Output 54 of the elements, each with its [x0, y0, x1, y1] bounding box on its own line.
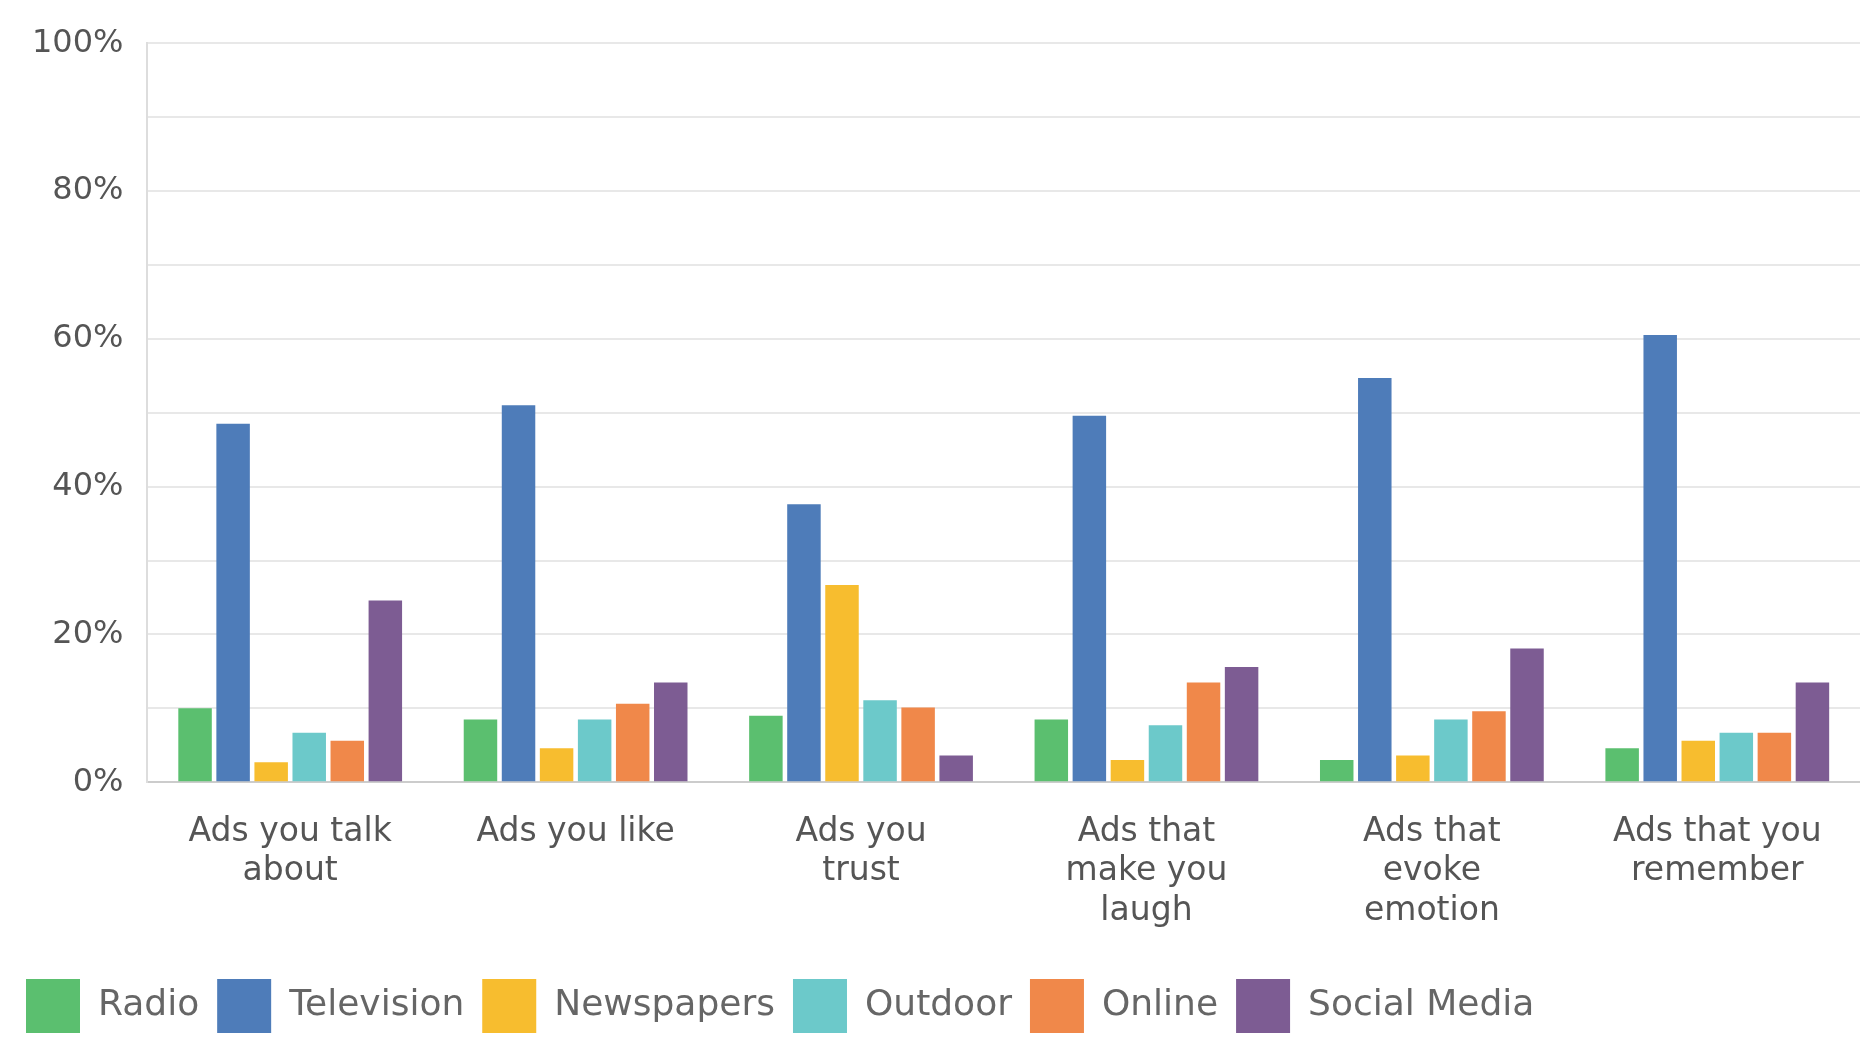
bar — [939, 755, 973, 782]
bar — [1358, 377, 1392, 782]
legend-label: Online — [1101, 982, 1219, 1024]
bar — [178, 708, 212, 782]
bar — [463, 719, 498, 782]
x-tick-label: Ads that make you laugh — [1065, 809, 1228, 928]
x-tick-label: Ads you trust — [795, 809, 927, 889]
y-tick-label: 0% — [72, 760, 124, 799]
bar — [1034, 719, 1069, 782]
bar — [1757, 732, 1792, 782]
bar — [863, 700, 897, 782]
legend-label: Television — [288, 982, 465, 1024]
legend-label: Outdoor — [864, 982, 1013, 1024]
bar — [749, 715, 783, 782]
y-tick-label: 20% — [52, 612, 124, 651]
bar — [216, 423, 250, 782]
bar — [1434, 719, 1468, 782]
y-tick-label: 60% — [52, 317, 124, 356]
bar — [654, 682, 688, 782]
bar — [1795, 682, 1830, 782]
bar — [1072, 415, 1107, 782]
bar — [1148, 725, 1183, 782]
bar — [1472, 711, 1506, 782]
bar — [787, 504, 821, 782]
legend-label: Newspapers — [554, 982, 775, 1024]
bar — [539, 748, 574, 782]
bar — [1605, 748, 1639, 782]
bar — [1643, 335, 1677, 782]
bar — [330, 740, 365, 782]
y-tick-label: 40% — [52, 464, 124, 503]
x-tick-label: Ads that evoke emotion — [1363, 809, 1501, 928]
x-tick-label: Ads that you remember — [1612, 809, 1822, 889]
bar — [1110, 760, 1145, 782]
bar — [825, 584, 859, 782]
bar — [1396, 755, 1430, 782]
bar — [1681, 740, 1716, 782]
y-tick-label: 100% — [32, 21, 124, 60]
legend-label: Social Media — [1308, 982, 1535, 1024]
x-tick-label: Ads you like — [476, 809, 675, 849]
bar — [1510, 648, 1544, 782]
x-tick-label: Ads you talk about — [188, 809, 393, 889]
bar — [901, 707, 935, 782]
bar — [254, 762, 288, 782]
legend-label: Radio — [98, 982, 200, 1024]
bar — [1186, 682, 1221, 782]
bar — [501, 405, 536, 782]
bar — [292, 732, 326, 782]
bar — [1319, 760, 1354, 782]
bar — [1224, 666, 1259, 782]
bar — [577, 719, 612, 782]
y-tick-label: 80% — [52, 169, 124, 208]
bar — [1719, 732, 1754, 782]
bar — [615, 703, 650, 782]
bar — [368, 600, 403, 782]
